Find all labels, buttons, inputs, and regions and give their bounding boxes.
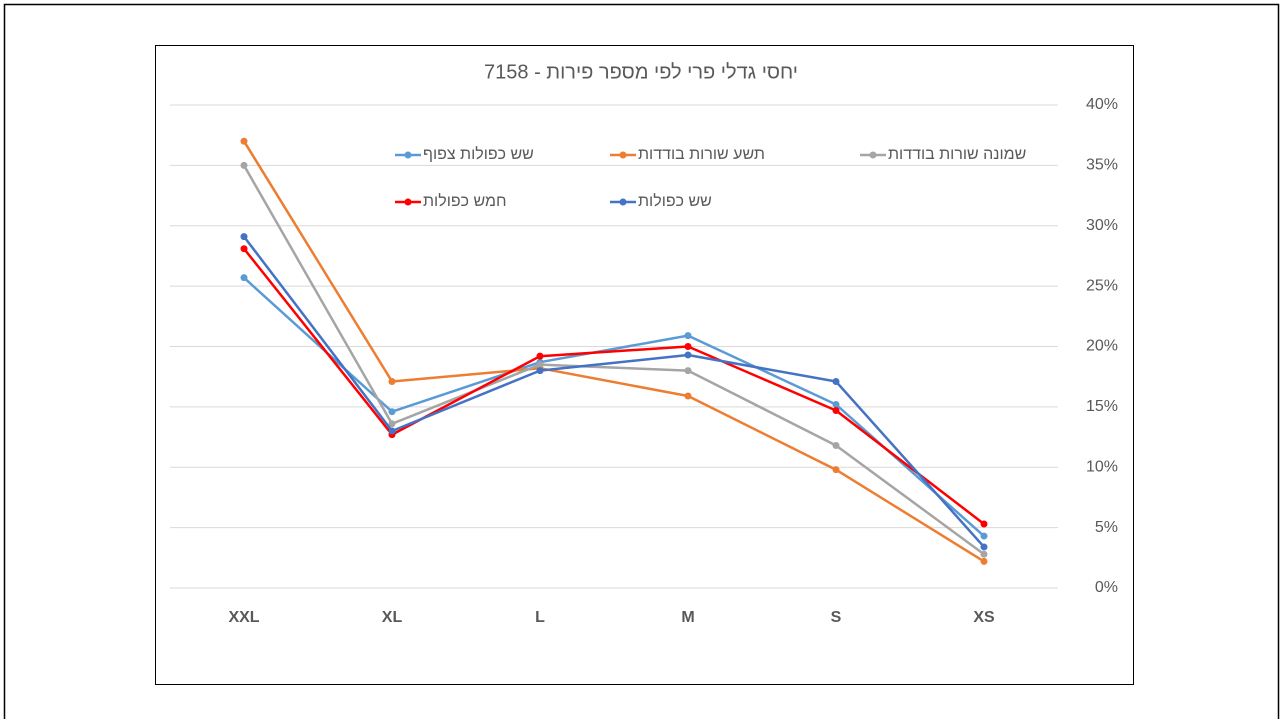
data-point [240,233,248,241]
legend-marker [869,151,877,159]
legend-label: שש כפולות צפוף [423,145,534,163]
data-point [980,520,988,528]
data-point [832,378,840,386]
y-tick-label: 35% [1086,157,1118,174]
data-point [980,557,988,565]
data-point [684,332,692,340]
chart-frame [155,45,1134,685]
y-tick-label: 25% [1086,277,1118,294]
y-tick-label: 0% [1095,579,1118,596]
legend-label: תשע שורות בודדות [638,146,765,163]
legend-marker [619,151,627,159]
data-point [388,427,396,435]
data-point [684,392,692,400]
data-point [832,466,840,474]
x-tick-label: M [681,609,694,626]
x-tick-label: L [535,609,545,626]
y-tick-label: 20% [1086,338,1118,355]
legend-marker [619,198,627,206]
legend-marker [404,151,412,159]
data-point [980,550,988,558]
data-point [832,442,840,450]
series-line [243,235,985,548]
legend-label: חמש כפולות [423,192,507,210]
data-point [536,361,544,369]
data-point [684,343,692,350]
data-point [240,161,248,169]
data-point [536,367,544,375]
series-line [243,276,985,538]
y-tick-label: 30% [1086,217,1118,234]
data-point [536,352,544,360]
data-point [240,274,248,282]
data-point [832,400,840,408]
data-point [980,532,988,540]
legend-label: שמונה שורות בודדות [888,146,1026,163]
y-tick-label: 40% [1086,96,1118,113]
data-point [240,137,248,145]
chart-title: יחסי גדלי פרי לפי מספר פירות - 7158 [484,61,798,83]
data-point [684,367,692,375]
x-tick-label: S [831,609,842,626]
legend-marker [404,198,412,206]
data-point [388,420,396,428]
series-line [242,140,985,563]
y-tick-label: 10% [1086,458,1118,475]
data-point [240,245,248,253]
data-point [388,378,396,386]
y-tick-label: 15% [1086,398,1118,415]
data-point [980,543,988,551]
data-point [684,351,692,359]
page-frame [3,3,1280,719]
data-point [832,406,840,414]
x-tick-label: XXL [228,609,259,626]
series-line [242,164,985,556]
x-tick-label: XL [382,609,403,626]
y-tick-label: 5% [1095,519,1118,536]
legend-label: שש כפולות [638,192,712,210]
x-tick-label: XS [973,609,995,626]
series-line [243,247,985,525]
data-point [388,408,396,416]
